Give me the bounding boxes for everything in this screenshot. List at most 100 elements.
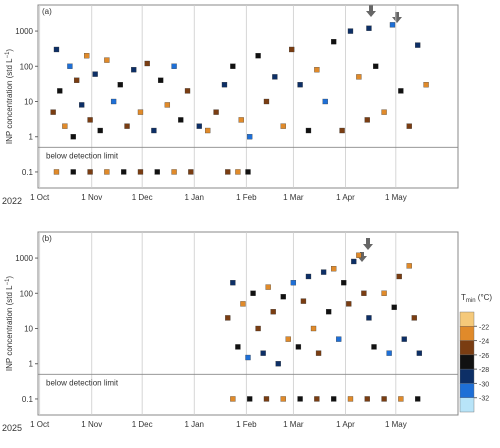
y-axis-label: INP concentration (std L−1) [5, 276, 14, 372]
data-point [315, 350, 322, 356]
data-point [322, 98, 328, 105]
x-tick-label: 1 Apr [336, 420, 355, 429]
data-point [406, 123, 412, 129]
data-point [411, 315, 417, 321]
data-point [415, 396, 421, 402]
data-point [250, 290, 256, 296]
data-point [62, 123, 68, 129]
y-tick-label: 10 [24, 98, 33, 107]
colorbar-label-main: T [461, 293, 466, 302]
data-point [336, 336, 342, 342]
data-point [240, 301, 246, 307]
y-tick-label: 0.1 [22, 168, 34, 177]
data-point [305, 273, 312, 280]
data-point [371, 344, 377, 350]
data-point [346, 301, 352, 307]
data-point [184, 88, 191, 94]
data-point [53, 169, 60, 175]
data-point [213, 109, 219, 115]
data-point [280, 123, 286, 129]
data-point [280, 294, 286, 300]
data-point [235, 169, 241, 175]
data-point [285, 336, 291, 342]
data-point [73, 77, 80, 83]
colorbar-tick-label: -28 [479, 367, 489, 374]
data-point [280, 396, 286, 402]
detection-label: below detection limit [46, 151, 119, 160]
colorbar-tick-label: -32 [479, 396, 489, 403]
arrow [366, 5, 376, 17]
data-point [171, 63, 177, 69]
data-point [297, 396, 303, 402]
data-point [415, 42, 421, 48]
data-point [416, 350, 423, 356]
data-point [151, 127, 157, 134]
data-point [423, 82, 429, 88]
colorbar-bin [459, 354, 475, 370]
colorbar-bin [459, 397, 475, 413]
colorbar-bin [459, 326, 475, 341]
data-point [70, 169, 76, 175]
data-point [131, 67, 137, 73]
data-point [50, 109, 56, 115]
data-point [247, 134, 253, 140]
arrow [357, 252, 367, 262]
data-point [124, 123, 130, 129]
data-point [289, 46, 295, 53]
data-point [364, 117, 370, 123]
y-axis-label: INP concentration (std L−1) [5, 49, 14, 145]
data-point [57, 88, 63, 94]
y-tick-label: 100 [20, 289, 34, 298]
plot-frame [37, 4, 459, 189]
x-tick-label: 1 Nov [81, 193, 102, 202]
data-point [255, 53, 261, 59]
data-point [70, 134, 76, 140]
y-tick-label: 1000 [15, 254, 33, 263]
x-tick-label: 1 Dec [132, 193, 153, 202]
data-point [144, 60, 150, 67]
data-point [389, 22, 396, 28]
data-point [121, 169, 127, 175]
data-point [230, 280, 236, 286]
data-point [265, 284, 271, 290]
data-point [245, 169, 251, 175]
data-point [117, 82, 123, 88]
data-point [325, 309, 332, 315]
x-tick-label: 1 May [385, 420, 407, 429]
data-point [272, 74, 278, 80]
data-point [398, 88, 404, 94]
x-tick-label: 1 Oct [30, 193, 50, 202]
colorbar-tick-label: -22 [479, 324, 489, 331]
y-tick-label: 10 [24, 325, 33, 334]
data-point [171, 169, 177, 175]
data-point [137, 109, 144, 115]
data-point [297, 82, 303, 88]
data-point [87, 117, 93, 123]
y-axis-label-main: INP concentration (std L [5, 285, 14, 371]
data-point [386, 350, 392, 356]
panel-title: (a) [42, 7, 52, 16]
colorbar-tick-label: -26 [479, 353, 489, 360]
data-point [320, 269, 327, 275]
colorbar-bin [459, 368, 475, 384]
data-point [356, 252, 362, 258]
data-point [347, 28, 354, 34]
data-point [164, 102, 171, 108]
data-point [245, 354, 251, 361]
data-point [305, 127, 312, 134]
data-point [331, 396, 337, 402]
data-point [67, 63, 73, 69]
data-point [364, 396, 370, 402]
colorbar-label: Tmin (°C) [461, 293, 492, 304]
data-point [230, 63, 236, 69]
data-point [275, 361, 281, 367]
data-point [310, 325, 317, 332]
data-point [347, 396, 354, 402]
plot-frame [37, 231, 459, 416]
data-point [406, 263, 412, 269]
arrows [357, 5, 402, 262]
data-point [247, 396, 253, 402]
data-point [366, 315, 372, 321]
arrow [392, 12, 402, 23]
data-point [255, 325, 261, 332]
